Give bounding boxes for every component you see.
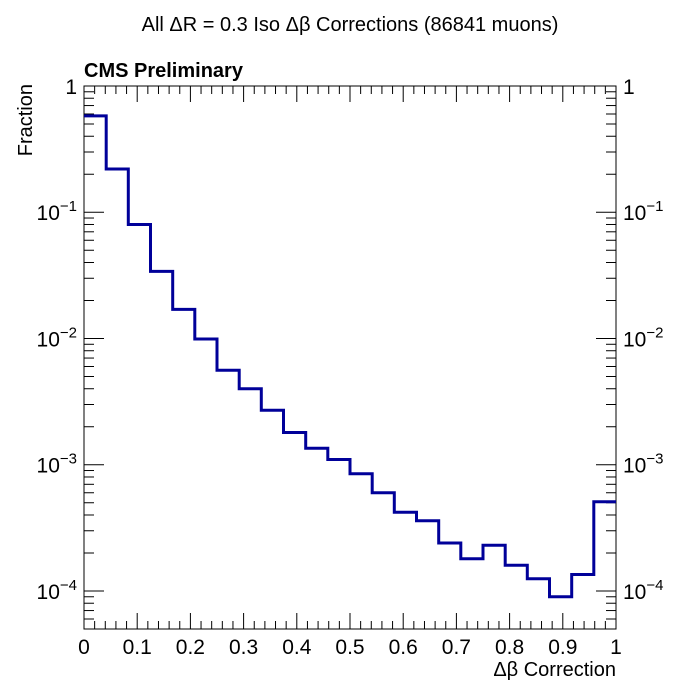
axis-ticks xyxy=(83,85,617,630)
x-tick-label: 0.8 xyxy=(495,636,524,659)
x-tick-label: 0.2 xyxy=(176,636,205,659)
y-tick-label: 10−1 xyxy=(37,198,77,225)
y-axis-label: Fraction xyxy=(15,84,37,156)
x-axis-label: Δβ Correction xyxy=(493,659,616,681)
y-tick-label-right: 10−1 xyxy=(623,198,663,225)
y-tick-label-right: 10−4 xyxy=(623,577,663,604)
x-tick-label: 0.5 xyxy=(335,636,364,659)
histogram-step-line xyxy=(84,114,616,599)
x-tick-label: 0.1 xyxy=(123,636,152,659)
y-tick-label: 1 xyxy=(65,76,77,99)
x-tick-label: 0.6 xyxy=(389,636,418,659)
x-tick-label: 0.9 xyxy=(548,636,577,659)
cms-preliminary-label: CMS Preliminary xyxy=(84,60,244,82)
x-tick-label: 0.4 xyxy=(282,636,312,659)
y-tick-label-right: 10−2 xyxy=(623,324,663,351)
y-tick-label: 10−3 xyxy=(37,451,77,478)
y-tick-label-right: 10−3 xyxy=(623,451,663,478)
x-tick-label: 0.7 xyxy=(442,636,471,659)
plot-frame xyxy=(83,85,617,630)
y-tick-label-right: 1 xyxy=(623,76,635,99)
x-tick-label: 0.3 xyxy=(229,636,258,659)
figure-title: All ΔR = 0.3 Iso Δβ Corrections (86841 m… xyxy=(142,14,559,36)
x-tick-label: 0 xyxy=(78,636,90,659)
y-tick-label: 10−2 xyxy=(37,324,77,351)
x-tick-label: 1 xyxy=(610,636,622,659)
axis-tick-labels: 0 0.1 0.2 0.3 0.4 0.5 0.6 0.7 0.8 0.9 1 1 1 10−1 10−1 1… xyxy=(37,76,664,659)
y-tick-label: 10−4 xyxy=(37,577,77,604)
